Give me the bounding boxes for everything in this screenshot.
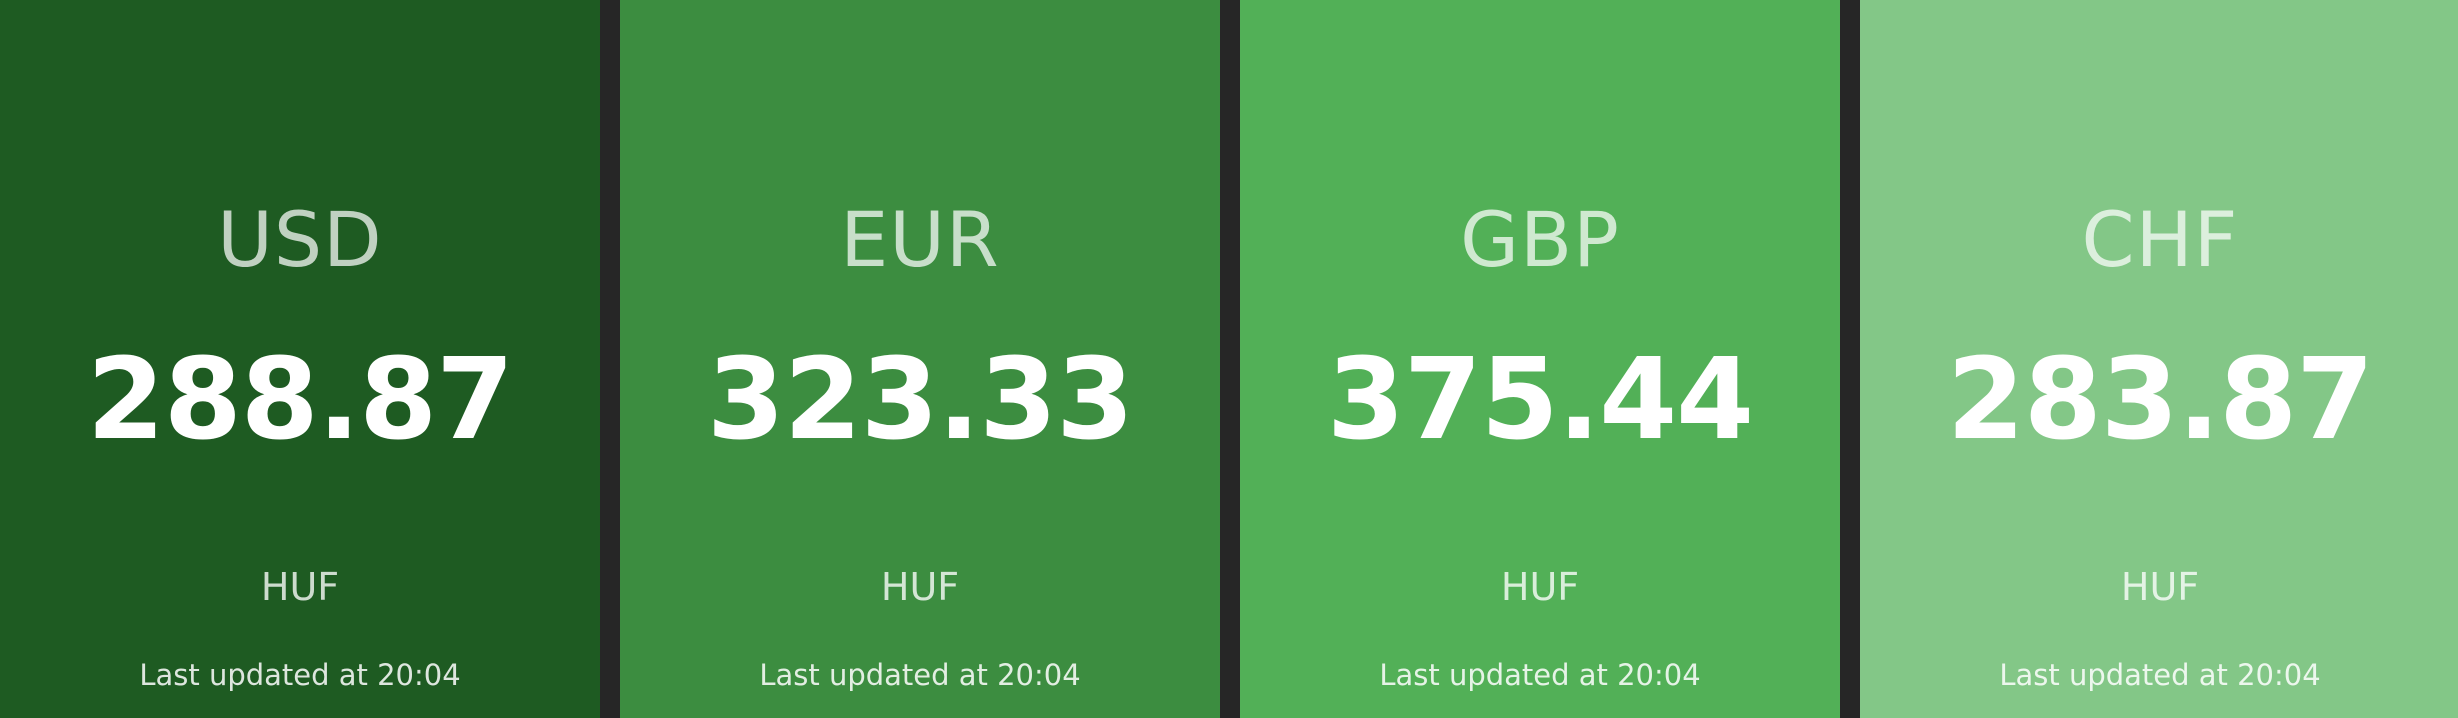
last-updated-text: Last updated at 20:04 [759,658,1081,692]
quote-currency: HUF [880,565,960,609]
quote-currency: HUF [1500,565,1580,609]
currency-code: USD [217,195,383,284]
rate-tile-usd: USD 288.87 HUF Last updated at 20:04 [0,0,600,718]
quote-currency: HUF [260,565,340,609]
last-updated-text: Last updated at 20:04 [1379,658,1701,692]
last-updated-text: Last updated at 20:04 [1999,658,2321,692]
rate-tile-chf: CHF 283.87 HUF Last updated at 20:04 [1860,0,2458,718]
rate-tile-gbp: GBP 375.44 HUF Last updated at 20:04 [1240,0,1840,718]
exchange-rate-value: 283.87 [1946,335,2374,465]
currency-code: CHF [2081,195,2239,284]
rate-tile-eur: EUR 323.33 HUF Last updated at 20:04 [620,0,1220,718]
exchange-rate-value: 375.44 [1326,335,1754,465]
exchange-rate-value: 323.33 [706,335,1134,465]
currency-code: GBP [1460,195,1620,284]
quote-currency: HUF [2120,565,2200,609]
last-updated-text: Last updated at 20:04 [139,658,461,692]
exchange-rate-value: 288.87 [86,335,514,465]
currency-code: EUR [840,195,1000,284]
